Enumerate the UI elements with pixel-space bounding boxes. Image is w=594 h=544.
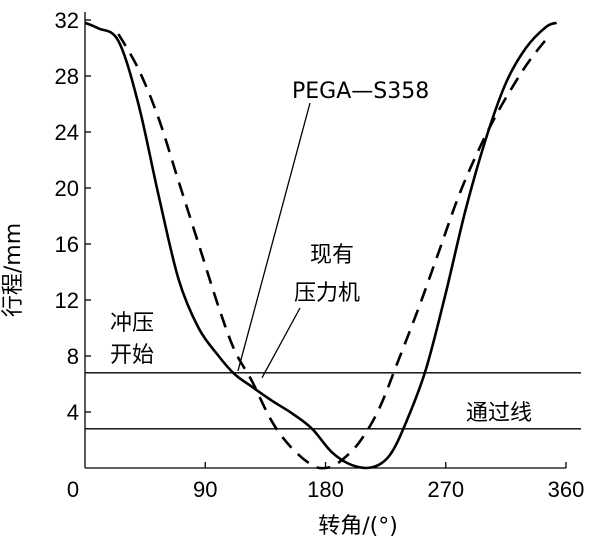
y-tick-label: 24 xyxy=(55,120,79,145)
reference-lines xyxy=(85,372,581,430)
series-line-pega xyxy=(117,33,548,470)
series-line-current xyxy=(84,21,558,470)
y-tick-label: 16 xyxy=(55,232,79,257)
x-tick-label: 0 xyxy=(67,477,79,502)
annotation-pega: PEGA—S358 xyxy=(292,79,429,104)
y-tick-label: 8 xyxy=(67,344,79,369)
y-tick-label: 4 xyxy=(67,400,79,425)
tick-labels: 4 8 12 16 20 24 28 32 0 90 180 270 360 xyxy=(55,8,585,502)
annotation-current-line1: 现有 xyxy=(310,243,354,268)
annotation-current-line2: 压力机 xyxy=(294,281,360,306)
x-tick-label: 180 xyxy=(307,477,344,502)
y-tick-label: 32 xyxy=(55,8,79,33)
annotation-pass-line: 通过线 xyxy=(466,401,532,426)
y-tick-label: 28 xyxy=(55,64,79,89)
annotations: PEGA—S358 现有 压力机 冲压 开始 通过线 xyxy=(110,79,532,426)
annotation-stamping-line2: 开始 xyxy=(110,343,154,368)
x-tick-label: 360 xyxy=(548,477,585,502)
annotation-stamping-line1: 冲压 xyxy=(110,311,154,336)
y-tick-label: 12 xyxy=(55,288,79,313)
annotation-leader-pega xyxy=(237,102,311,371)
y-axis-title: 行程/mm xyxy=(1,223,26,317)
annotation-leader-current xyxy=(261,307,301,379)
x-tick-label: 270 xyxy=(427,477,464,502)
y-tick-label: 20 xyxy=(55,176,79,201)
x-tick-label: 90 xyxy=(193,477,217,502)
x-axis-title: 转角/(°) xyxy=(318,514,398,539)
series-lines xyxy=(84,21,558,470)
